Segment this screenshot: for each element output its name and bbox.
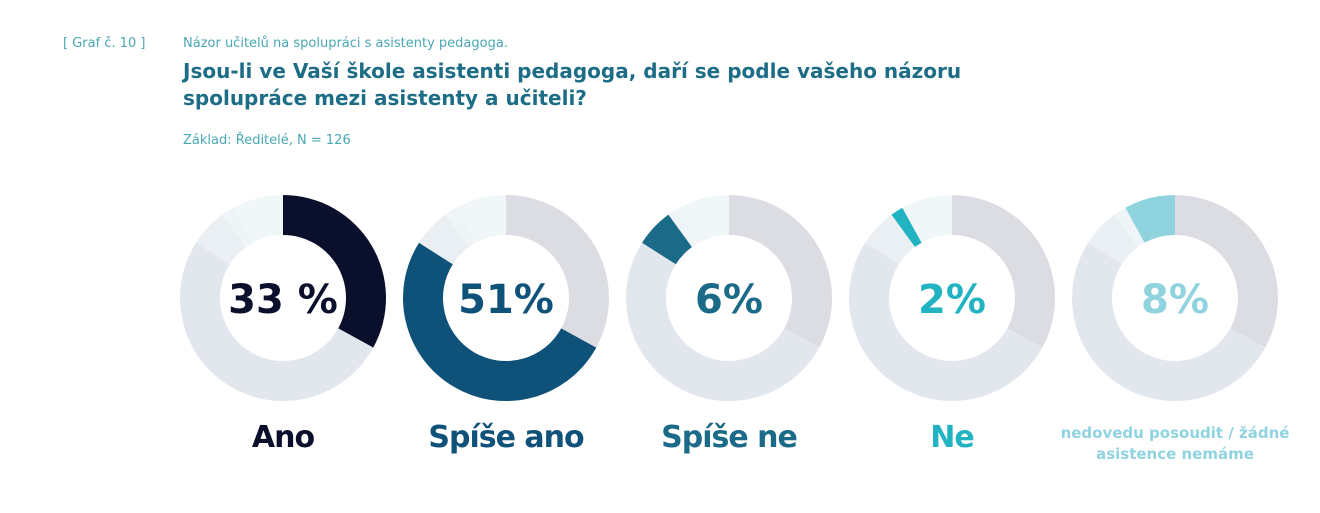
donut-value-label: 8% [1141,277,1209,323]
category-label: Spíše ano [428,420,584,455]
donut-segment [233,195,283,243]
chart-title: Jsou-li ve Vaší škole asistenti pedagoga… [183,59,962,110]
donut-segment-highlight [283,195,387,348]
chart-number: [ Graf č. 10 ] [63,36,146,51]
donut-segment [849,242,1043,401]
chart-subtitle: Názor učitelů na spolupráci s asistenty … [183,36,508,51]
donut-value-label: 51% [458,277,554,323]
donut-segment [952,195,1055,348]
category-label: Ano [251,420,315,455]
donut-segment [1072,242,1266,401]
donut-segment [729,195,833,348]
donut-segment-highlight [642,214,692,265]
donut-segment-highlight [891,207,922,248]
donut-segment [445,207,476,248]
donut-value-label: 6% [695,277,763,323]
category-label: Spíše ne [661,420,798,455]
donut-segment [506,195,610,348]
donut-segment [196,214,246,265]
donut-segment-highlight [402,242,597,402]
donut-2: 6% [626,195,833,402]
donut-segment [679,195,729,243]
donut-segment [456,195,506,243]
donut-segment [1088,214,1138,265]
donut-segment [626,242,820,402]
donut-4: 8% [1072,195,1278,401]
donut-segment [668,207,699,248]
donut-0: 33 % [179,195,387,402]
donut-segment [419,214,469,265]
category-label: Ne [930,420,974,455]
donut-value-label: 2% [918,277,986,323]
donut-1: 51% [402,195,610,402]
donut-segment [1114,207,1145,248]
donut-value-label: 33 % [228,277,338,323]
chart-base: Základ: Ředitelé, N = 126 [183,133,351,148]
donut-segment [1175,195,1278,348]
category-label: nedovedu posoudit / žádné asistence nemá… [1060,424,1290,463]
donut-segment [865,214,915,265]
donut-segment-highlight [1125,195,1175,243]
donut-segment [222,207,253,248]
donut-segment [179,242,374,402]
donut-segment [902,195,952,243]
donut-3: 2% [849,195,1055,401]
